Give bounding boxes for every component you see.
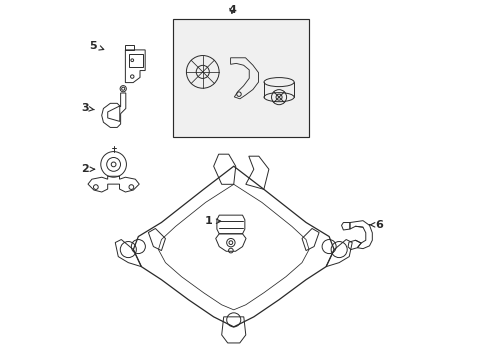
Text: 4: 4	[227, 5, 235, 15]
Text: 2: 2	[81, 164, 95, 174]
Text: 1: 1	[204, 216, 220, 226]
Text: 5: 5	[89, 41, 103, 50]
Text: 3: 3	[81, 103, 94, 113]
Text: 6: 6	[369, 220, 382, 230]
Bar	[172, 19, 308, 137]
